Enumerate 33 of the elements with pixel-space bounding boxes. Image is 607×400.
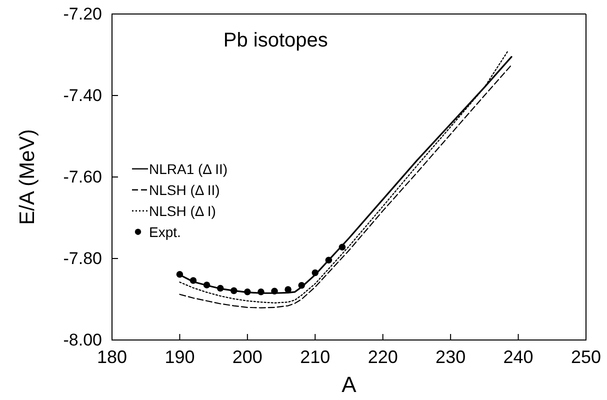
y-tick-label: -7.80 — [63, 248, 102, 268]
y-tick-label: -7.60 — [63, 167, 102, 186]
y-axis-title: E/A (MeV) — [16, 129, 39, 225]
x-tick-label: 190 — [164, 346, 195, 367]
point — [312, 269, 319, 276]
point — [203, 282, 210, 288]
legend-label: NLSH (Δ I) — [149, 202, 216, 219]
x-tick-label: 200 — [232, 346, 262, 367]
point — [284, 286, 292, 293]
x-tick-label: 220 — [368, 346, 398, 367]
y-tick-label: -7.20 — [63, 4, 102, 24]
point — [216, 284, 224, 292]
y-tick-label: -7.40 — [63, 86, 102, 105]
x-tick-label: 250 — [570, 346, 602, 367]
x-axis-title: A — [342, 372, 357, 397]
point — [244, 288, 251, 296]
point — [190, 277, 197, 284]
point — [258, 288, 264, 296]
y-tick-label: -8.00 — [63, 330, 102, 350]
point — [230, 287, 238, 294]
text: Pb isotopes — [223, 30, 328, 52]
x-tick-label: 210 — [300, 346, 330, 367]
x-tick-label: 180 — [96, 346, 128, 367]
legend-label: NLSH (Δ II) — [149, 182, 220, 198]
point — [271, 288, 278, 294]
point — [325, 256, 332, 264]
x-tick-label: 230 — [436, 346, 466, 367]
x-tick-label: 240 — [503, 346, 534, 367]
point — [298, 282, 305, 289]
legend-label: NLRA1 (Δ II) — [149, 160, 228, 177]
point — [338, 244, 346, 250]
point — [176, 271, 184, 278]
legend-label: Expt. — [149, 224, 181, 240]
